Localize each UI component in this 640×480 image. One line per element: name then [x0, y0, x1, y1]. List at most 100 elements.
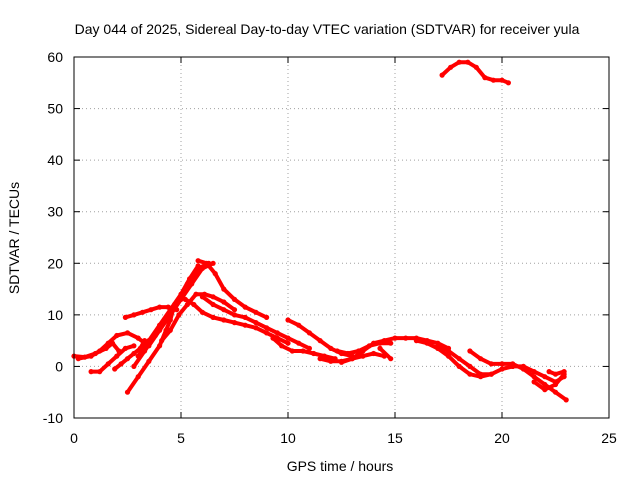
data-point [510, 363, 516, 369]
data-point [289, 348, 295, 354]
data-point [360, 353, 366, 359]
data-point [210, 260, 216, 266]
data-point [473, 64, 479, 70]
data-point [413, 338, 419, 344]
data-point [131, 343, 137, 349]
data-series [71, 59, 569, 403]
data-point [328, 358, 334, 364]
data-point [499, 361, 505, 367]
plot-frame [73, 56, 610, 419]
data-point [448, 64, 454, 70]
data-point [360, 348, 366, 354]
y-axis-label: SDTVAR / TECUs [6, 182, 22, 294]
data-point [285, 317, 291, 323]
data-point [182, 296, 188, 302]
data-point [159, 338, 165, 344]
y-tick-label: -10 [43, 410, 63, 426]
data-point [371, 350, 377, 357]
data-point [490, 77, 496, 83]
data-point [520, 363, 527, 369]
data-point [221, 317, 227, 323]
data-point [296, 322, 302, 328]
data-point [403, 335, 409, 341]
data-point [531, 374, 537, 380]
data-point [264, 330, 270, 336]
data-point [552, 371, 559, 377]
data-point [274, 330, 280, 336]
data-point [285, 335, 291, 341]
data-point [334, 348, 340, 354]
data-point [97, 369, 103, 375]
data-point [157, 343, 163, 349]
data-point [157, 327, 163, 333]
data-point [563, 397, 569, 403]
data-point [264, 325, 270, 331]
data-point [114, 332, 120, 339]
data-point [306, 345, 312, 351]
data-point [424, 340, 430, 346]
data-point [231, 320, 238, 326]
data-point [482, 75, 488, 81]
series-arc-24 [532, 372, 567, 392]
chart-title: Day 044 of 2025, Sidereal Day-to-day VTE… [75, 21, 580, 37]
data-point [456, 356, 462, 362]
data-point [212, 271, 218, 277]
data-point [542, 387, 548, 393]
data-point [231, 296, 238, 302]
data-point [199, 309, 205, 315]
data-point [210, 294, 216, 300]
data-point [552, 389, 559, 395]
data-point [174, 307, 180, 313]
data-point [146, 343, 152, 349]
data-point [499, 77, 505, 83]
data-point [75, 356, 81, 362]
data-point [221, 307, 227, 313]
data-point [242, 322, 248, 328]
axis-ticks: 0 5 10 15 20 25 -10 0 10 20 30 40 50 60 [43, 49, 617, 446]
y-tick-label: 40 [47, 152, 63, 168]
data-point [467, 348, 473, 354]
data-point [279, 343, 285, 349]
x-tick-label: 0 [70, 430, 78, 446]
data-point [122, 314, 128, 320]
x-tick-label: 20 [494, 430, 510, 446]
data-point [499, 366, 505, 372]
data-point [242, 314, 248, 320]
data-point [105, 361, 111, 367]
data-point [195, 263, 201, 269]
data-point [199, 265, 205, 271]
data-point [112, 366, 118, 372]
data-point [157, 304, 163, 310]
data-point [210, 314, 216, 320]
data-point [253, 309, 259, 315]
data-point [467, 371, 473, 377]
data-point [124, 389, 131, 395]
data-point [114, 353, 120, 359]
data-point [122, 345, 128, 351]
data-point [542, 374, 548, 380]
data-point [456, 59, 462, 65]
data-point [139, 309, 146, 315]
data-point [253, 320, 259, 326]
data-point [88, 353, 94, 359]
data-point [561, 369, 567, 375]
data-point [189, 281, 195, 287]
data-point [124, 356, 131, 362]
data-point [388, 340, 394, 346]
x-tick-label: 25 [601, 430, 617, 446]
data-point [131, 350, 137, 357]
data-point [221, 299, 227, 305]
data-point [377, 345, 383, 351]
data-point [488, 371, 494, 377]
data-point [118, 361, 124, 367]
data-point [97, 348, 103, 354]
data-point [146, 358, 152, 364]
y-tick-label: 30 [47, 204, 63, 220]
data-point [388, 356, 394, 362]
data-point [148, 307, 154, 313]
data-point [167, 312, 173, 318]
data-point [131, 363, 137, 369]
x-tick-label: 10 [280, 430, 296, 446]
